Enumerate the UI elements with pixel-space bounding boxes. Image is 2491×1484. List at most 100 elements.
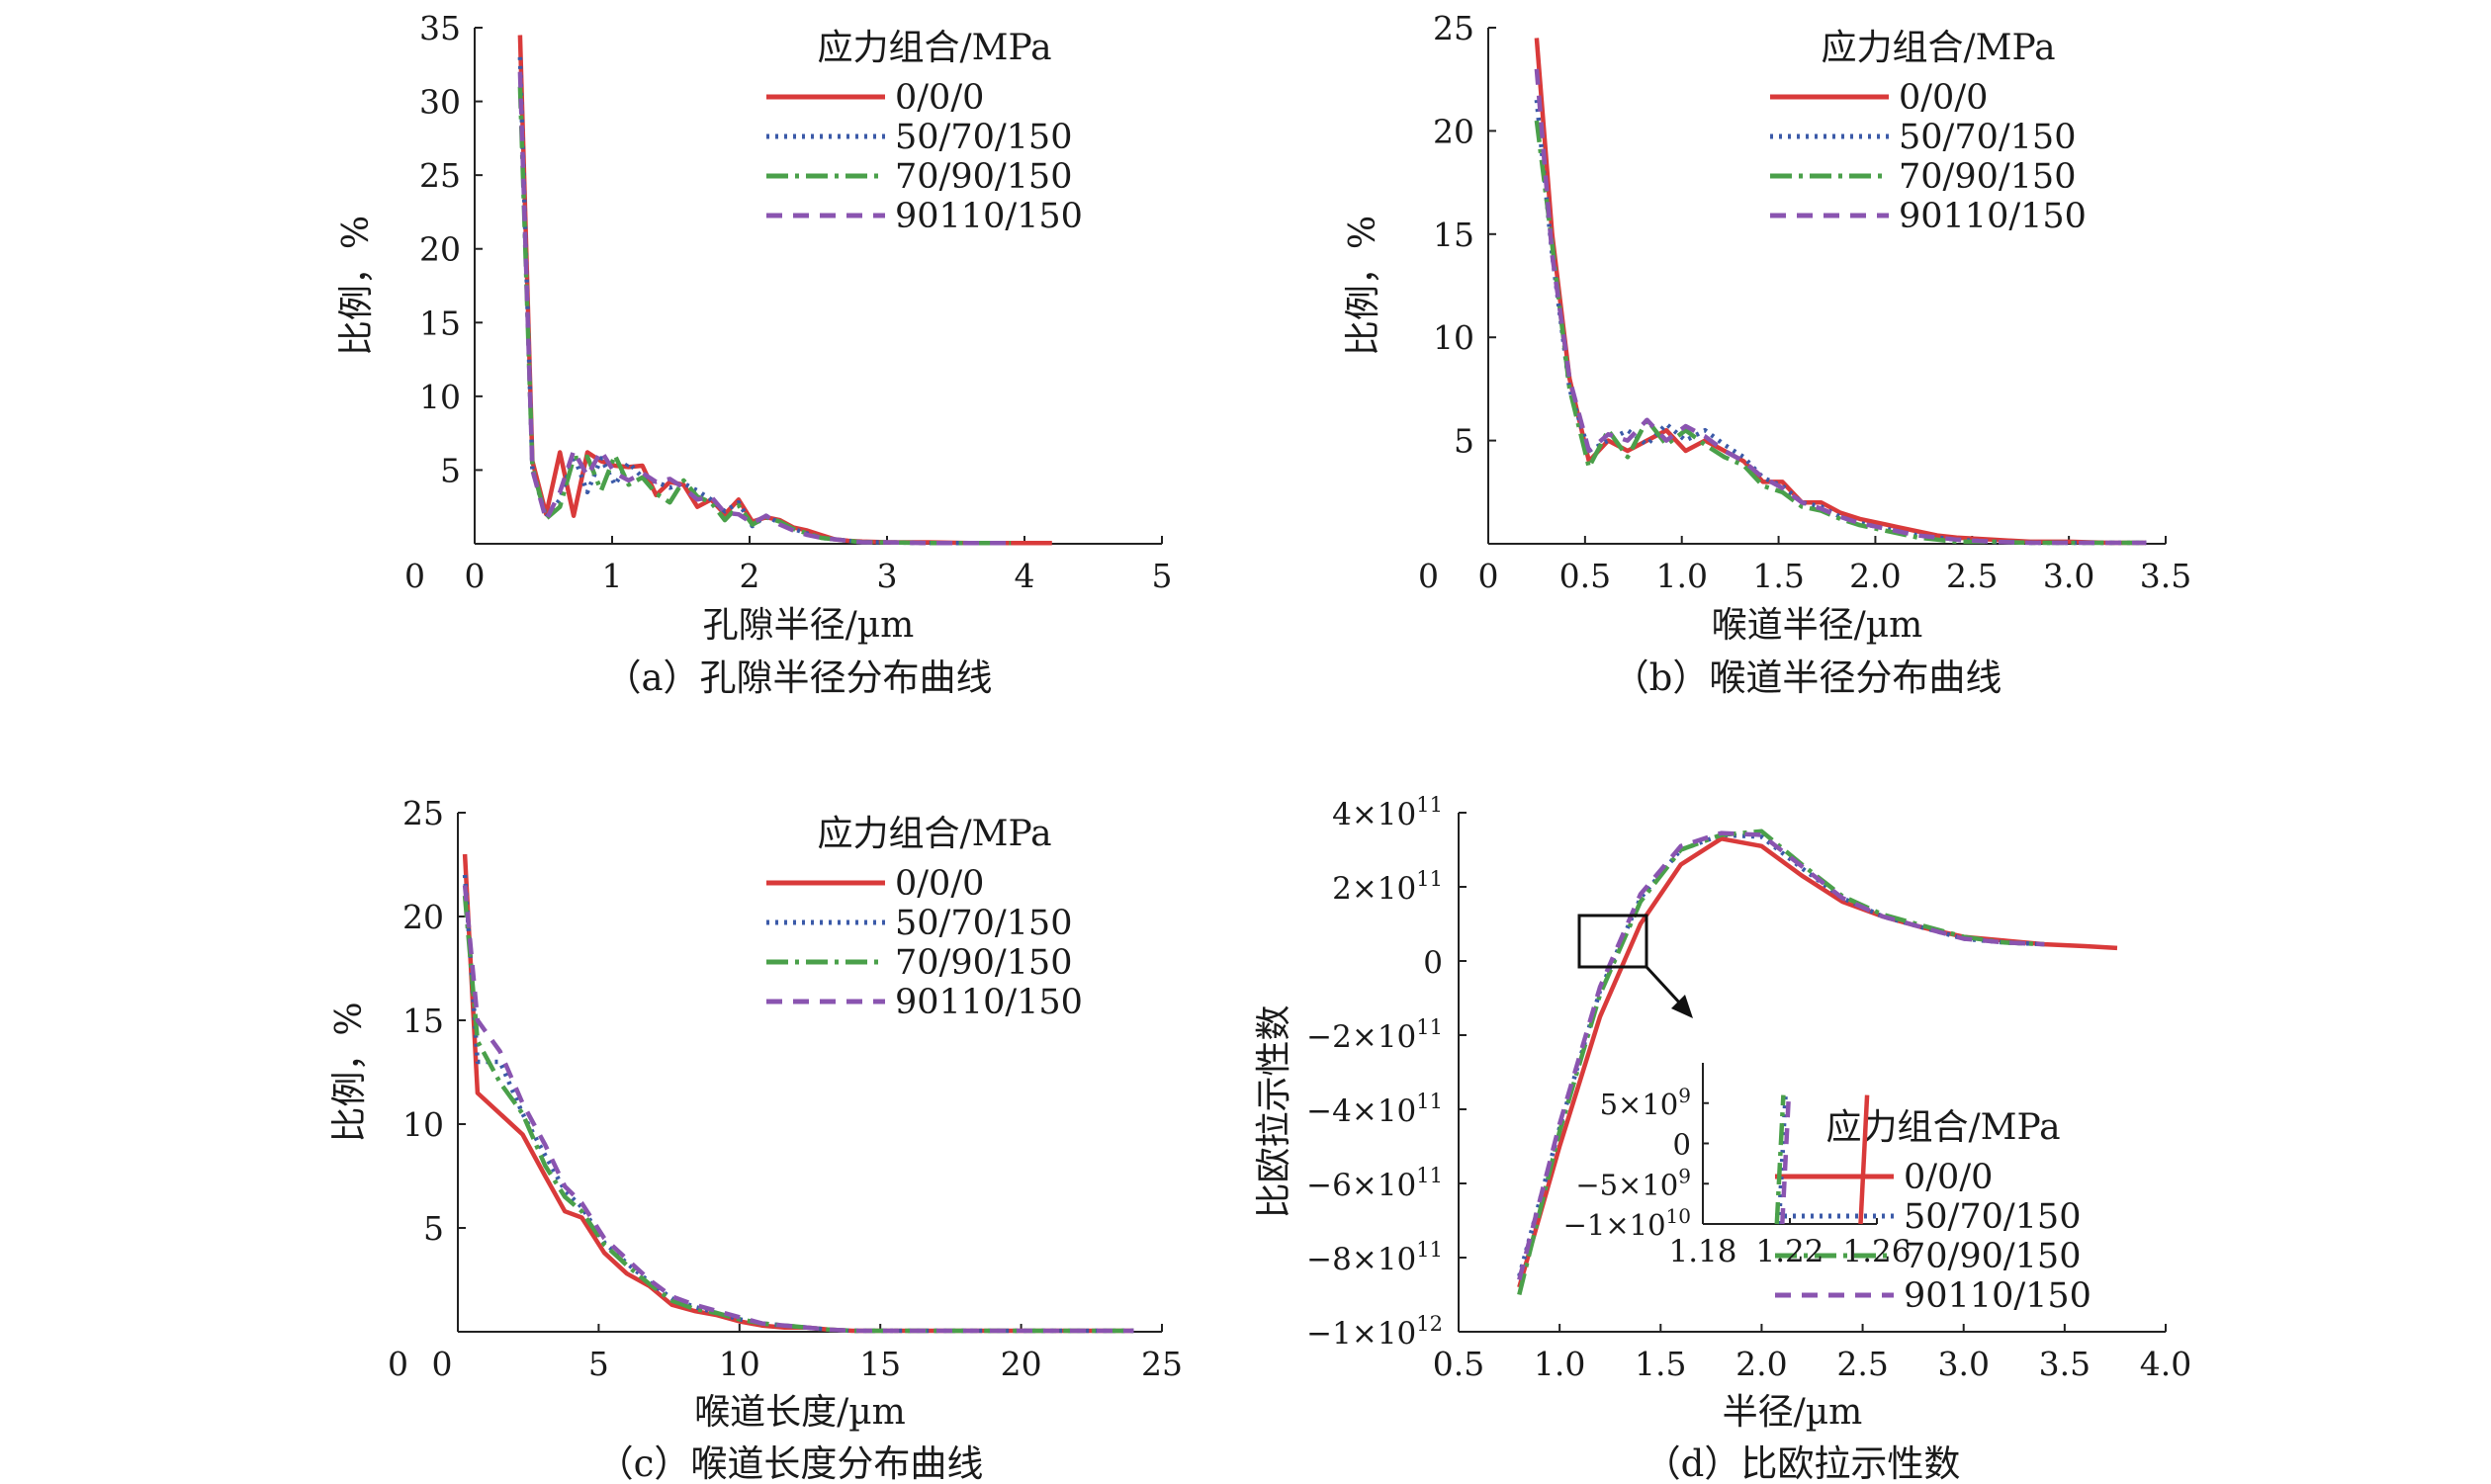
y-tick-label: 0 [1418, 557, 1439, 595]
y-tick-mantissa: 0 [1423, 945, 1443, 981]
y-tick-exponent: 11 [1416, 1090, 1443, 1113]
x-tick-label: 0 [465, 557, 486, 595]
x-tick-label: 20 [1001, 1345, 1042, 1383]
inset-y-tick-mantissa: −1×10 [1563, 1208, 1666, 1242]
legend-label: 70/90/150 [1899, 157, 2076, 197]
y-tick-mantissa: −6×10 [1306, 1168, 1416, 1203]
legend-label: 90110/150 [1899, 197, 2087, 236]
legend-label: 0/0/0 [895, 864, 984, 904]
x-tick-label: 10 [719, 1345, 760, 1383]
y-axis-label: 比例，% [329, 1002, 370, 1142]
y-tick-label: 25 [419, 156, 461, 195]
zoom-arrow-head [1671, 995, 1693, 1018]
series-line-90110-150 [462, 885, 1134, 1334]
x-tick-label: 3.0 [2043, 557, 2094, 595]
chart-caption: （c）喉道长度分布曲线 [597, 1442, 984, 1484]
x-tick-label: 0.5 [1559, 557, 1611, 595]
y-tick-mantissa: −4×10 [1306, 1093, 1416, 1129]
inset-y-tick-label: −1×1010 [1563, 1204, 1691, 1242]
x-tick-label: 2.0 [1735, 1345, 1787, 1383]
y-tick-exponent: 11 [1416, 793, 1443, 817]
chart-caption: （a）孔隙半径分布曲线 [604, 656, 992, 699]
inset-x-tick-label: 1.22 [1755, 1234, 1824, 1269]
y-tick-label: 0 [1423, 945, 1443, 981]
legend-label: 50/70/150 [895, 118, 1072, 157]
x-tick-label: 2 [740, 557, 760, 595]
legend-label: 90110/150 [895, 197, 1083, 236]
x-axis-label: 喉道半径/µm [1712, 605, 1923, 646]
x-axis-label: 喉道长度/µm [694, 1392, 906, 1433]
x-tick-label: 1.0 [1534, 1345, 1585, 1383]
x-tick-label: 3.5 [2039, 1345, 2091, 1383]
y-tick-label: 4×1011 [1332, 793, 1443, 832]
legend-label: 50/70/150 [895, 904, 1072, 943]
y-tick-label: −6×1011 [1306, 1164, 1443, 1203]
legend-label: 0/0/0 [1899, 78, 1988, 118]
y-tick-mantissa: −2×10 [1306, 1019, 1416, 1055]
inset-x-tick-label: 1.18 [1668, 1234, 1736, 1269]
chart-panel-d: 0.5 1.0 1.5 2.0 2.5 3.0 3.5 4.04×10112×10110−2×… [1254, 793, 2191, 1484]
legend-label: 50/70/150 [1899, 118, 2076, 157]
x-tick-label: 15 [859, 1345, 901, 1383]
inset-y-tick-mantissa: 5×10 [1600, 1088, 1679, 1121]
zoom-arrow-line [1645, 965, 1683, 1006]
inset-y-tick-exponent: 9 [1678, 1084, 1691, 1107]
legend-label: 0/0/0 [1904, 1158, 1993, 1197]
y-tick-mantissa: 4×10 [1332, 797, 1416, 832]
y-tick-mantissa: 2×10 [1332, 871, 1416, 907]
chart-panel-b: 0 0.5 1.0 1.5 2.0 2.5 3.0 3.5 0 5 10 15 20 25 喉道半径/µm 比… [1343, 9, 2191, 699]
legend-title: 应力组合/MPa [1821, 28, 2055, 68]
x-tick-label: 5 [1152, 557, 1173, 595]
y-tick-label: 20 [402, 898, 444, 936]
zoom-box [1577, 914, 1648, 969]
y-tick-exponent: 11 [1416, 867, 1443, 891]
inset-y-tick-mantissa: 0 [1673, 1128, 1691, 1162]
legend-label: 70/90/150 [895, 943, 1072, 983]
x-tick-label: 5 [588, 1345, 609, 1383]
y-tick-label: 20 [1433, 112, 1474, 150]
y-axis-label: 比例，% [336, 216, 377, 356]
y-tick-exponent: 11 [1416, 1015, 1443, 1039]
x-tick-label: 0 [1478, 557, 1499, 595]
legend-label: 70/90/150 [895, 157, 1072, 197]
inset-series-line-90110-150 [1780, 1094, 1792, 1225]
legend-label: 90110/150 [1904, 1276, 2091, 1316]
legend-label: 90110/150 [895, 983, 1083, 1022]
inset-y-tick-exponent: 9 [1678, 1164, 1691, 1187]
y-tick-label: 0 [404, 557, 425, 595]
series-line-90110-150 [1517, 830, 2045, 1281]
y-tick-mantissa: −1×10 [1306, 1316, 1416, 1352]
legend-label: 70/90/150 [1904, 1237, 2081, 1276]
y-tick-label: 25 [1433, 9, 1474, 47]
x-tick-label: 4 [1015, 557, 1035, 595]
y-tick-label: −1×1012 [1306, 1312, 1443, 1352]
legend-label: 50/70/150 [1904, 1197, 2081, 1237]
x-tick-label: 0 [432, 1345, 453, 1383]
y-tick-label: 5 [423, 1209, 444, 1248]
series-line-90110-150 [1534, 68, 2147, 546]
x-tick-label: 3.0 [1937, 1345, 1989, 1383]
y-tick-label: −8×1011 [1306, 1238, 1443, 1277]
chart-caption: （b）喉道半径分布曲线 [1613, 656, 2002, 699]
legend-title: 应力组合/MPa [817, 28, 1051, 68]
y-axis-label: 比例，% [1343, 216, 1383, 356]
y-tick-label: −4×1011 [1306, 1090, 1443, 1129]
chart-panel-c: 0 5 10 15 20 25 0 5 10 15 20 25 喉道长度/µm 比例，% （c）喉道长度分布… [329, 794, 1183, 1484]
x-tick-label: 25 [1141, 1345, 1183, 1383]
y-tick-label: 2×1011 [1332, 867, 1443, 907]
y-tick-label: 15 [1433, 216, 1474, 254]
inset-y-tick-mantissa: −5×10 [1575, 1168, 1678, 1201]
x-tick-label: 2.0 [1849, 557, 1901, 595]
x-tick-label: 2.5 [1946, 557, 1998, 595]
y-tick-label: 5 [440, 451, 461, 489]
inset-series-line-0-0-0 [1858, 1094, 1870, 1225]
legend-title: 应力组合/MPa [817, 814, 1051, 854]
inset-series-line-50-70-150 [1776, 1094, 1788, 1225]
x-tick-label: 1.5 [1635, 1345, 1686, 1383]
inset-x-tick-label: 1.26 [1842, 1234, 1911, 1269]
